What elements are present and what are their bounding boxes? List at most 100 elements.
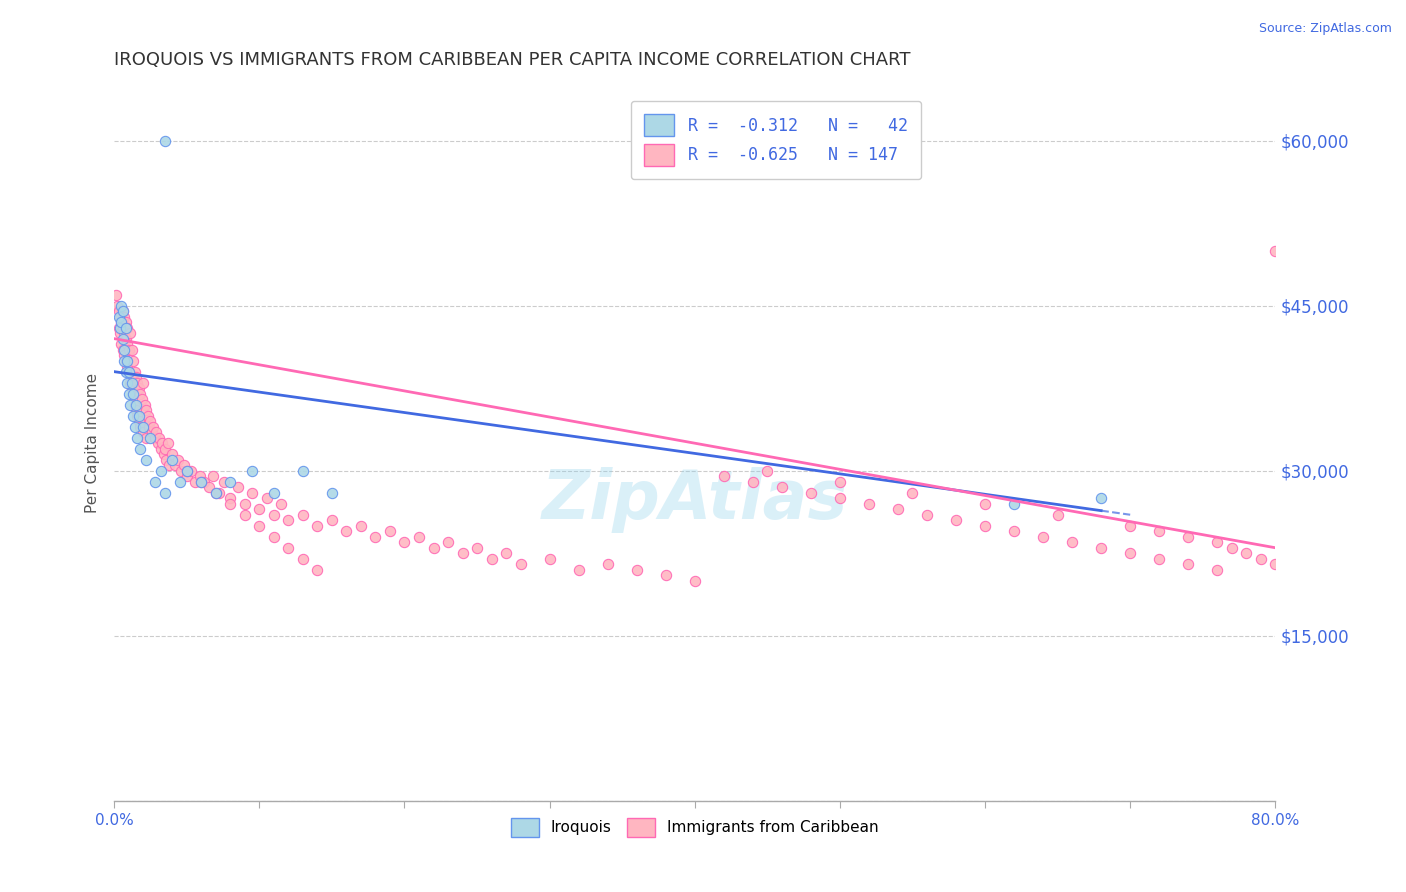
Point	[111, 304, 134, 318]
Point	[184, 475, 207, 489]
Point	[1032, 530, 1054, 544]
Point	[124, 419, 146, 434]
Point	[1206, 535, 1229, 549]
Point	[1002, 497, 1025, 511]
Point	[422, 541, 444, 555]
Point	[451, 546, 474, 560]
Point	[1090, 541, 1112, 555]
Point	[105, 299, 128, 313]
Point	[112, 310, 135, 324]
Point	[291, 508, 314, 522]
Point	[495, 546, 517, 560]
Point	[114, 320, 136, 334]
Point	[128, 409, 150, 423]
Point	[1206, 563, 1229, 577]
Point	[204, 485, 226, 500]
Point	[104, 287, 127, 301]
Point	[152, 447, 174, 461]
Point	[118, 386, 141, 401]
Point	[117, 376, 139, 390]
Point	[1177, 530, 1199, 544]
Point	[256, 491, 278, 506]
Point	[139, 414, 162, 428]
Point	[974, 518, 997, 533]
Point	[321, 513, 343, 527]
Point	[828, 475, 851, 489]
Point	[208, 485, 231, 500]
Point	[122, 386, 145, 401]
Point	[111, 343, 134, 357]
Point	[1264, 558, 1286, 572]
Point	[465, 541, 488, 555]
Point	[128, 381, 150, 395]
Point	[149, 442, 172, 456]
Point	[125, 403, 148, 417]
Point	[1177, 558, 1199, 572]
Point	[111, 332, 134, 346]
Point	[176, 469, 198, 483]
Point	[111, 304, 134, 318]
Point	[1002, 524, 1025, 539]
Point	[307, 563, 329, 577]
Point	[117, 353, 139, 368]
Point	[364, 530, 387, 544]
Point	[307, 518, 329, 533]
Point	[128, 414, 150, 428]
Point	[153, 485, 176, 500]
Point	[1119, 518, 1142, 533]
Point	[945, 513, 967, 527]
Point	[974, 497, 997, 511]
Point	[132, 425, 155, 440]
Point	[112, 353, 135, 368]
Point	[901, 485, 924, 500]
Point	[129, 419, 152, 434]
Point	[120, 398, 142, 412]
Point	[335, 524, 357, 539]
Point	[135, 452, 157, 467]
Legend: Iroquois, Immigrants from Caribbean: Iroquois, Immigrants from Caribbean	[505, 812, 884, 843]
Point	[108, 326, 131, 340]
Point	[118, 343, 141, 357]
Point	[263, 508, 285, 522]
Point	[247, 518, 270, 533]
Point	[125, 398, 148, 412]
Point	[1119, 546, 1142, 560]
Point	[197, 480, 219, 494]
Point	[201, 469, 224, 483]
Point	[1250, 551, 1272, 566]
Point	[190, 475, 212, 489]
Point	[437, 535, 460, 549]
Text: IROQUOIS VS IMMIGRANTS FROM CARIBBEAN PER CAPITA INCOME CORRELATION CHART: IROQUOIS VS IMMIGRANTS FROM CARIBBEAN PE…	[114, 51, 911, 69]
Point	[143, 431, 166, 445]
Point	[146, 436, 169, 450]
Point	[915, 508, 938, 522]
Point	[118, 365, 141, 379]
Point	[378, 524, 401, 539]
Point	[122, 409, 145, 423]
Point	[112, 348, 135, 362]
Point	[233, 497, 256, 511]
Point	[132, 419, 155, 434]
Point	[741, 475, 763, 489]
Point	[169, 475, 191, 489]
Point	[214, 475, 236, 489]
Point	[654, 568, 676, 582]
Point	[107, 320, 129, 334]
Point	[858, 497, 880, 511]
Point	[1264, 244, 1286, 258]
Point	[108, 310, 131, 324]
Point	[153, 442, 176, 456]
Point	[219, 475, 242, 489]
Point	[263, 530, 285, 544]
Point	[143, 475, 166, 489]
Point	[683, 574, 706, 588]
Point	[107, 310, 129, 324]
Point	[626, 563, 648, 577]
Point	[1220, 541, 1243, 555]
Point	[167, 452, 190, 467]
Point	[129, 386, 152, 401]
Point	[150, 436, 173, 450]
Point	[107, 304, 129, 318]
Point	[291, 464, 314, 478]
Point	[193, 475, 215, 489]
